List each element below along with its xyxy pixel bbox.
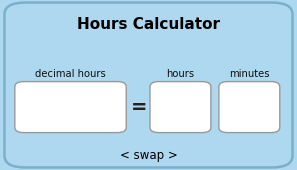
Text: decimal hours: decimal hours (35, 69, 106, 79)
Text: < swap >: < swap > (120, 149, 177, 162)
Text: =: = (131, 98, 147, 117)
Text: hours: hours (166, 69, 195, 79)
Text: minutes: minutes (229, 69, 270, 79)
Text: Hours Calculator: Hours Calculator (77, 17, 220, 32)
FancyBboxPatch shape (219, 82, 280, 133)
FancyBboxPatch shape (150, 82, 211, 133)
FancyBboxPatch shape (15, 82, 126, 133)
FancyBboxPatch shape (4, 3, 293, 167)
